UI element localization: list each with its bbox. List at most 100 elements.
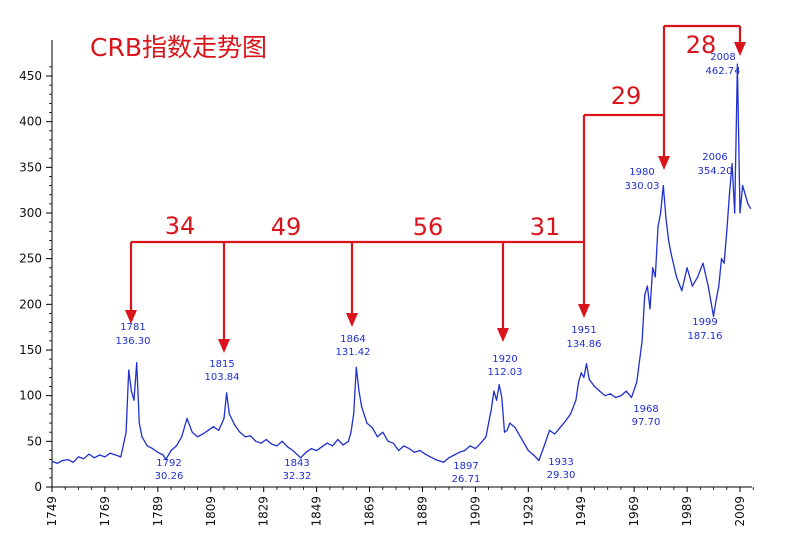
arrow-1864-head (346, 313, 358, 327)
data-point (223, 417, 225, 420)
arrow-2008-head (734, 42, 746, 56)
data-point (316, 449, 318, 452)
data-point (670, 253, 672, 255)
data-point (646, 285, 648, 287)
data-point (358, 390, 360, 392)
data-point (130, 390, 132, 392)
data-point (575, 399, 577, 401)
data-point (712, 315, 715, 317)
data-point (157, 451, 159, 453)
data-point (636, 381, 638, 383)
data-point (353, 413, 355, 415)
data-point (525, 445, 527, 447)
data-point (133, 399, 135, 401)
data-point (387, 440, 389, 442)
data-point (644, 294, 646, 296)
data-point (305, 451, 307, 453)
data-point (580, 372, 582, 374)
data-point (276, 445, 278, 447)
peak-year-label: 1792 (156, 458, 181, 469)
data-point (697, 276, 699, 278)
data-point (83, 458, 85, 460)
data-point (691, 285, 693, 287)
data-point (538, 459, 540, 462)
peak-value-label: 136.30 (116, 336, 151, 347)
data-point (519, 436, 521, 438)
x-tick-label: 1949 (574, 496, 588, 527)
data-point (533, 454, 535, 456)
data-point (233, 424, 236, 426)
data-point (707, 285, 709, 287)
data-point (93, 457, 95, 459)
data-point (660, 212, 662, 214)
data-point (136, 362, 138, 364)
data-point (226, 392, 228, 394)
cycle-interval-label: 28 (686, 31, 717, 59)
peak-year-label: 1980 (629, 167, 654, 178)
y-tick-label: 450 (19, 69, 42, 83)
y-tick-label: 250 (19, 252, 42, 266)
data-point (469, 445, 471, 447)
y-tick-label: 0 (34, 480, 42, 494)
y-tick-label: 200 (19, 297, 42, 311)
data-point (726, 230, 728, 232)
data-point (548, 429, 551, 431)
data-point (202, 433, 204, 435)
peak-labels: 1781 136.30 1792 30.26 1815 103.84 1843 32.32 18… (116, 52, 741, 485)
x-tick-label: 1929 (521, 496, 535, 527)
peak-value-label: 32.32 (283, 471, 312, 482)
cycle-interval-label: 31 (530, 213, 561, 241)
peak-year-label: 1951 (571, 325, 596, 336)
data-point (485, 436, 487, 438)
data-point (281, 440, 283, 442)
data-point (667, 239, 670, 241)
data-point (310, 448, 312, 450)
data-point (747, 203, 749, 205)
data-point (120, 456, 122, 458)
data-point (347, 440, 349, 442)
data-point (300, 457, 302, 459)
data-point (493, 390, 495, 392)
data-point (56, 462, 58, 464)
peak-year-label: 2006 (702, 152, 727, 163)
data-point (728, 194, 731, 196)
data-point (104, 456, 106, 458)
data-point (527, 449, 529, 452)
data-point (398, 449, 400, 452)
data-point (652, 267, 654, 269)
data-point (51, 460, 53, 463)
data-point (170, 449, 172, 452)
data-point (271, 443, 273, 445)
data-point (61, 459, 64, 462)
data-point (570, 413, 572, 415)
data-point (350, 431, 352, 433)
data-point (146, 445, 148, 447)
data-point (654, 276, 656, 278)
peak-value-label: 462.74 (706, 66, 741, 77)
data-point (114, 454, 117, 456)
data-point (488, 422, 490, 424)
data-point (141, 436, 143, 438)
data-point (588, 378, 590, 380)
peak-year-label: 1897 (453, 461, 478, 472)
data-point (342, 444, 344, 446)
x-tick-label: 1969 (627, 496, 641, 527)
data-point (577, 381, 580, 383)
data-point (265, 438, 267, 441)
data-point (665, 216, 667, 219)
data-point (506, 429, 508, 431)
data-point (739, 212, 741, 214)
y-tick-label: 300 (19, 206, 42, 220)
data-point (718, 285, 720, 287)
peak-value-label: 354.20 (698, 166, 733, 177)
peak-value-label: 103.84 (205, 372, 240, 383)
data-point (681, 290, 683, 292)
peak-year-label: 1920 (492, 354, 517, 365)
data-point (744, 194, 746, 196)
data-point (509, 422, 511, 424)
x-tick-label: 1789 (151, 496, 165, 527)
data-point (453, 454, 455, 456)
data-point (474, 448, 476, 450)
data-point (191, 431, 193, 433)
data-point (366, 422, 368, 424)
